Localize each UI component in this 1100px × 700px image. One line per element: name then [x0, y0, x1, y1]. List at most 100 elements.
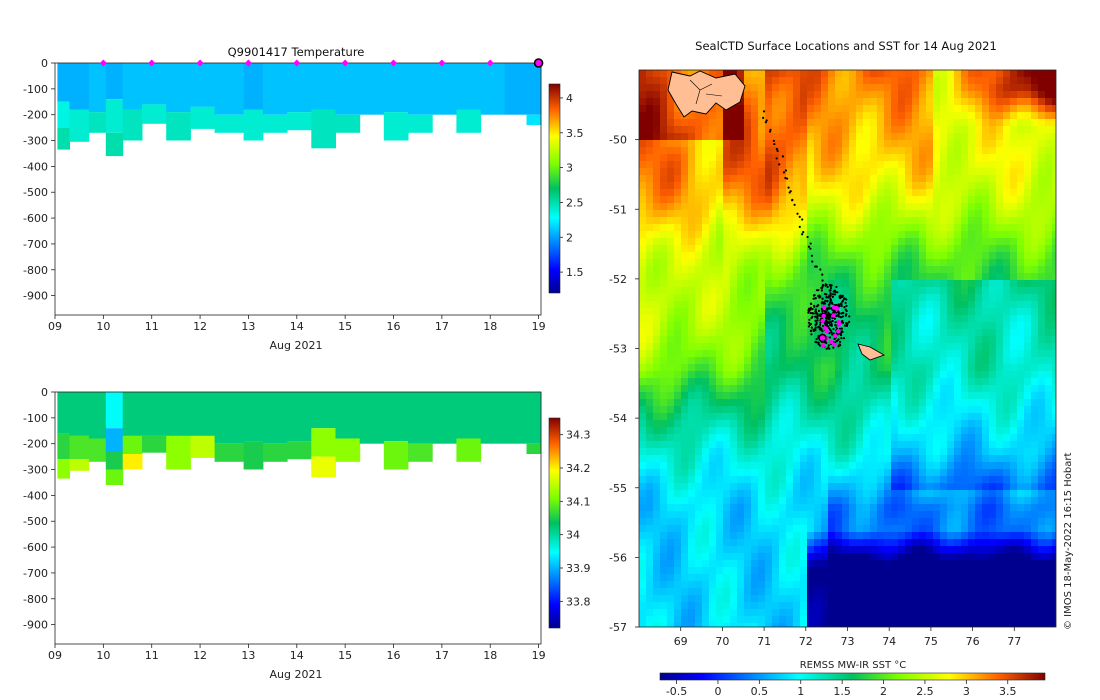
- sst-cell: [737, 455, 745, 463]
- sst-cell: [674, 154, 682, 162]
- sst-cell: [863, 497, 871, 505]
- salinity-profile-layer: [243, 392, 264, 442]
- sst-cell: [723, 182, 731, 190]
- sst-cell: [898, 392, 906, 400]
- sst-cell: [695, 441, 703, 449]
- sst-cell: [898, 182, 906, 190]
- sst-cell: [961, 581, 969, 589]
- sst-cell: [898, 350, 906, 358]
- sst-cell: [667, 623, 675, 627]
- sst-cell: [989, 105, 997, 113]
- sst-cell: [842, 294, 850, 302]
- sst-cell: [800, 245, 808, 253]
- sst-cell: [772, 266, 780, 274]
- sst-cell: [1038, 413, 1046, 421]
- sst-cell: [982, 539, 990, 547]
- sst-cell: [681, 287, 689, 295]
- sst-cell: [772, 546, 780, 554]
- sst-cell: [891, 595, 899, 603]
- sst-cell: [772, 518, 780, 526]
- sst-cell: [898, 133, 906, 141]
- sst-cell: [814, 245, 822, 253]
- sst-cell: [723, 434, 731, 442]
- sst-cell: [772, 217, 780, 225]
- sst-cell: [653, 203, 661, 211]
- sst-cell: [1003, 427, 1011, 435]
- sst-cell: [821, 224, 829, 232]
- sst-cell: [975, 434, 983, 442]
- sst-cell: [940, 182, 948, 190]
- sst-cell: [849, 343, 857, 351]
- sst-cell: [646, 147, 654, 155]
- sst-cell: [765, 126, 773, 134]
- sst-cell: [996, 497, 1004, 505]
- sst-cell: [744, 231, 752, 239]
- sst-cell: [884, 133, 892, 141]
- sst-cell: [933, 301, 941, 309]
- sst-cell: [835, 497, 843, 505]
- sst-cell: [975, 315, 983, 323]
- sst-cell: [912, 259, 920, 267]
- sst-cell: [814, 210, 822, 218]
- sst-cell: [842, 497, 850, 505]
- sst-cell: [639, 182, 647, 190]
- sst-cell: [765, 217, 773, 225]
- sst-cell: [695, 336, 703, 344]
- sst-cell: [877, 567, 885, 575]
- sst-cell: [737, 112, 745, 120]
- sst-cell: [877, 175, 885, 183]
- sst-cell: [660, 364, 668, 372]
- sst-cell: [1038, 84, 1046, 92]
- sst-cell: [940, 511, 948, 519]
- sst-cell: [716, 623, 724, 627]
- sst-cell: [982, 469, 990, 477]
- sst-cell: [884, 441, 892, 449]
- sst-cell: [954, 567, 962, 575]
- sst-cell: [1017, 504, 1025, 512]
- sst-cell: [1024, 287, 1032, 295]
- sst-cell: [849, 511, 857, 519]
- sst-cell: [793, 525, 801, 533]
- sst-cell: [723, 308, 731, 316]
- sst-cell: [667, 595, 675, 603]
- sst-cell: [814, 280, 822, 288]
- sst-cell: [702, 392, 710, 400]
- sst-cell: [730, 441, 738, 449]
- sst-cell: [737, 441, 745, 449]
- sst-cell: [1038, 371, 1046, 379]
- sst-cell: [646, 133, 654, 141]
- sst-cell: [723, 294, 731, 302]
- sst-cell: [709, 448, 717, 456]
- sst-cell: [709, 616, 717, 624]
- sst-cell: [1045, 84, 1053, 92]
- sst-cell: [828, 168, 836, 176]
- sst-cell: [737, 574, 745, 582]
- sst-cell: [961, 231, 969, 239]
- sst-cell: [646, 364, 654, 372]
- sst-cell: [702, 126, 710, 134]
- temperature-x-tick-label: 17: [435, 320, 449, 333]
- sst-cell: [730, 392, 738, 400]
- sst-cell: [695, 224, 703, 232]
- sst-cell: [828, 574, 836, 582]
- sst-cell: [646, 154, 654, 162]
- sst-cell: [926, 490, 934, 498]
- sst-cell: [688, 322, 696, 330]
- sst-cell: [1003, 434, 1011, 442]
- sst-cell: [716, 182, 724, 190]
- sst-cell: [702, 154, 710, 162]
- sst-cell: [856, 539, 864, 547]
- sst-cell: [863, 609, 871, 617]
- sst-cell: [1031, 77, 1039, 85]
- sst-cell: [653, 553, 661, 561]
- sst-cell: [786, 350, 794, 358]
- sst-cell: [793, 252, 801, 260]
- sst-cell: [996, 140, 1004, 148]
- sst-cell: [1017, 175, 1025, 183]
- sst-cell: [688, 497, 696, 505]
- sst-cell: [688, 259, 696, 267]
- sst-cell: [989, 511, 997, 519]
- sst-cell: [919, 483, 927, 491]
- sst-cell: [856, 357, 864, 365]
- sst-cell: [940, 490, 948, 498]
